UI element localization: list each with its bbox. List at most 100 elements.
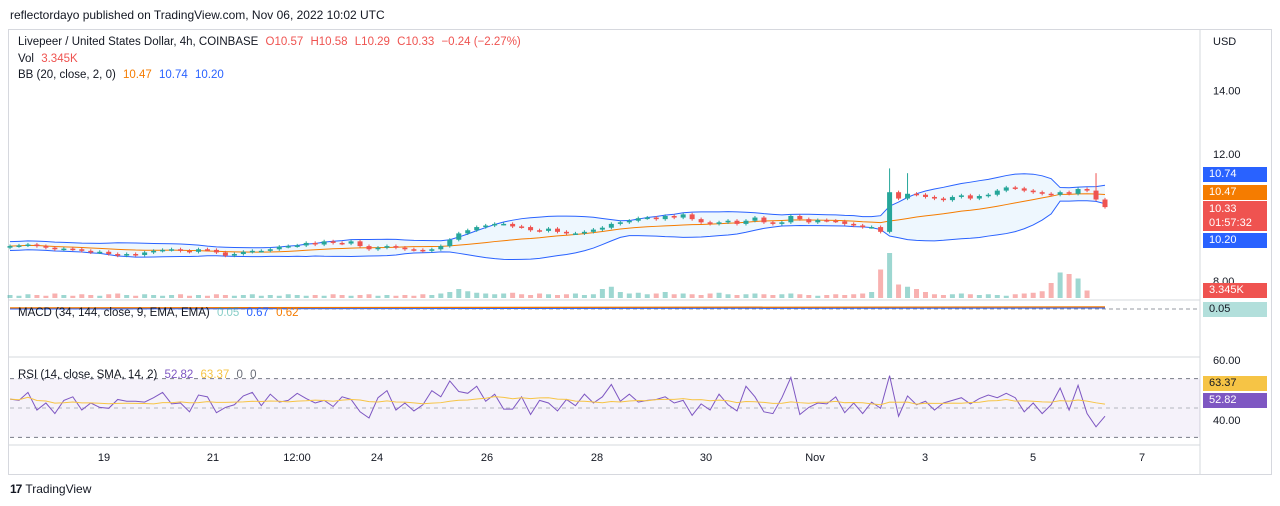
macd-hist-value: 0.05	[216, 307, 240, 319]
volume-bar	[940, 295, 946, 298]
volume-bar	[922, 292, 928, 298]
bb-lower-badge: 10.20	[1203, 233, 1267, 248]
candle-body	[1075, 189, 1081, 194]
candle-body	[940, 198, 946, 201]
volume-bar	[348, 295, 354, 298]
candle-body	[563, 231, 569, 234]
bollinger-bands	[9, 173, 1106, 261]
bb-label: BB (20, close, 2, 0)	[18, 69, 116, 81]
volume-bar	[70, 295, 76, 298]
volume-bar	[420, 294, 426, 298]
candle-body	[366, 246, 372, 250]
tradingview-footer[interactable]: 17 TradingView	[10, 482, 91, 496]
volume-bar	[761, 294, 767, 298]
candle-body	[994, 190, 1000, 195]
rsi-ma-badge: 63.37	[1203, 376, 1267, 391]
last-price: 10.33	[1209, 203, 1237, 215]
rsi-extra-1: 0	[236, 369, 243, 381]
volume-bar	[833, 294, 839, 298]
grid	[8, 30, 1201, 474]
volume-bar	[222, 295, 228, 298]
candle-body	[447, 239, 453, 247]
candle-body	[590, 229, 596, 232]
candle-body	[833, 220, 839, 223]
rsi-value: 52.82	[164, 369, 194, 381]
candle-body	[195, 249, 201, 252]
candle-body	[115, 254, 121, 256]
candle-body	[97, 251, 103, 254]
candle-body	[815, 220, 821, 223]
candle-body	[662, 215, 668, 220]
volume-bar	[887, 253, 893, 298]
tradingview-logo-icon: 17	[10, 482, 22, 496]
rsi-badge: 52.82	[1203, 393, 1267, 408]
volume-bar	[1003, 295, 1009, 298]
volume-bar	[608, 286, 614, 298]
candle-body	[985, 194, 991, 197]
candle-body	[824, 220, 830, 222]
candle-body	[842, 221, 848, 224]
volume-bar	[563, 294, 569, 298]
volume-bar	[294, 295, 300, 298]
candle-body	[52, 247, 58, 250]
candle-body	[79, 249, 85, 251]
rsi-line	[9, 375, 1106, 428]
candle-body	[761, 217, 767, 223]
candle-body	[519, 226, 525, 228]
rsi-pane	[9, 375, 1200, 438]
candle-body	[1057, 192, 1063, 195]
volume-bar	[896, 284, 902, 298]
candle-body	[626, 220, 632, 223]
time-tick: 5	[1030, 452, 1036, 464]
volume-bar	[537, 293, 543, 298]
volume-bar	[474, 292, 480, 298]
macd-badge: 0.05	[1203, 302, 1267, 317]
candle-body	[922, 194, 928, 197]
candle-body	[133, 254, 139, 256]
volume-bar	[1057, 272, 1063, 298]
volume-bar	[204, 295, 210, 298]
candle-body	[689, 214, 695, 220]
candle-body	[546, 228, 552, 231]
candle-body	[635, 218, 641, 221]
candles	[7, 168, 1108, 258]
volume-bar	[725, 294, 731, 298]
candle-body	[178, 249, 184, 251]
candle-body	[276, 246, 282, 250]
bb-lower-value: 10.20	[194, 69, 224, 81]
candle-body	[931, 196, 937, 199]
candle-body	[806, 219, 812, 223]
candle-body	[465, 230, 471, 234]
volume-bar	[851, 294, 857, 298]
volume-bar	[330, 294, 336, 298]
bb-upper-line	[9, 173, 1106, 249]
volume-bar	[770, 295, 776, 298]
candle-body	[312, 242, 318, 245]
candle-body	[151, 250, 157, 253]
candle-body	[411, 249, 417, 251]
time-tick: 28	[591, 452, 603, 464]
candle-body	[869, 227, 875, 229]
volume-bar	[1066, 274, 1072, 298]
volume-bar	[384, 295, 390, 298]
volume-bar	[213, 294, 219, 298]
candle-body	[88, 250, 94, 253]
volume-bar	[303, 295, 309, 298]
candle-body	[231, 254, 237, 256]
candle-body	[617, 222, 623, 224]
bb-upper-badge: 10.74	[1203, 167, 1267, 182]
candle-body	[555, 228, 560, 232]
candle-body	[160, 249, 166, 252]
volume-legend: Vol 3.345K	[18, 53, 82, 65]
volume-bar	[34, 295, 40, 298]
candle-body	[905, 193, 911, 199]
volume-bar	[1030, 292, 1036, 298]
time-tick: 3	[922, 452, 928, 464]
candle-body	[770, 222, 776, 224]
volume-bar	[869, 292, 875, 298]
volume-bar	[339, 295, 345, 298]
candle-body	[537, 230, 543, 232]
volume-bar	[555, 295, 560, 298]
